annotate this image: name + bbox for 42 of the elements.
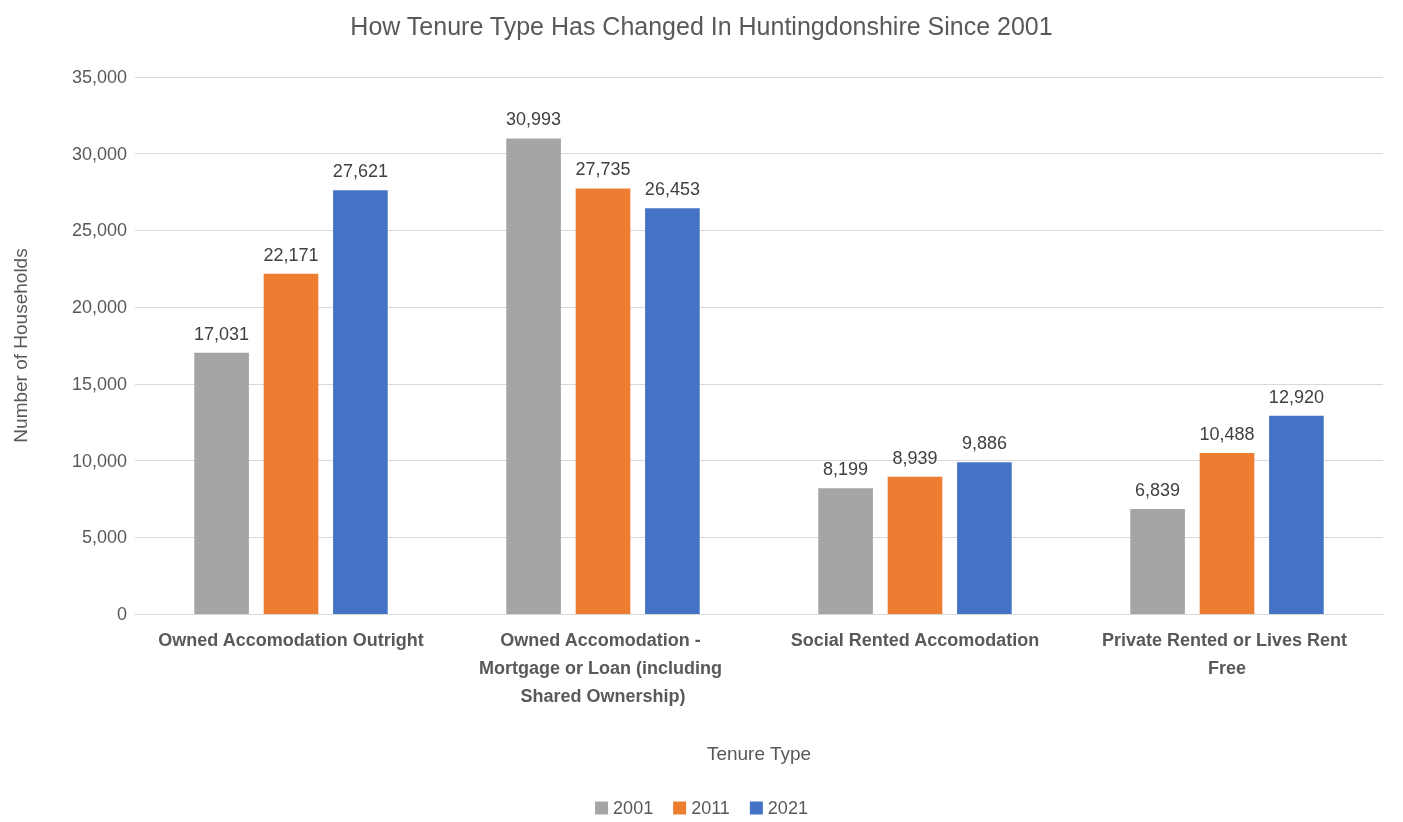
data-label: 26,453 bbox=[644, 179, 700, 200]
bar bbox=[887, 476, 943, 614]
data-label: 27,621 bbox=[332, 161, 388, 182]
bar bbox=[506, 138, 561, 614]
y-tick-label: 10,000 bbox=[71, 450, 127, 471]
chart-title: How Tenure Type Has Changed In Huntingdonshire Since 2001 bbox=[350, 11, 1053, 40]
bar bbox=[1269, 415, 1324, 614]
data-label: 9,886 bbox=[961, 433, 1007, 454]
x-tick-label: Social Rented Accomodation bbox=[790, 630, 1040, 650]
bar bbox=[263, 273, 319, 614]
legend-label: 2021 bbox=[767, 798, 808, 818]
y-tick-label: 5,000 bbox=[81, 527, 127, 548]
y-tick-label: 30,000 bbox=[71, 143, 127, 164]
bar bbox=[1130, 509, 1185, 614]
y-tick-label: 20,000 bbox=[71, 297, 127, 318]
data-label: 10,488 bbox=[1199, 424, 1255, 445]
data-label: 8,939 bbox=[892, 447, 938, 468]
x-tick-label: Owned Accomodation - Mortgage or Loan (including Shared Ownership) bbox=[479, 630, 727, 706]
bar bbox=[575, 188, 631, 614]
x-axis-title: Tenure Type bbox=[706, 743, 812, 764]
data-label: 17,031 bbox=[194, 323, 250, 344]
bar bbox=[957, 462, 1012, 614]
data-label: 6,839 bbox=[1135, 480, 1181, 501]
legend-label: 2001 bbox=[613, 798, 654, 818]
x-tick-label: Private Rented or Lives Rent Free bbox=[1101, 630, 1353, 678]
legend-label: 2011 bbox=[691, 798, 730, 818]
data-label: 30,993 bbox=[506, 109, 562, 130]
data-label: 27,735 bbox=[575, 159, 631, 180]
x-tick-label: Owned Accomodation Outright bbox=[158, 630, 424, 650]
bar bbox=[333, 190, 388, 614]
y-tick-label: 15,000 bbox=[71, 373, 127, 394]
y-tick-label: 25,000 bbox=[71, 220, 127, 241]
bar bbox=[818, 488, 873, 614]
y-tick-label: 35,000 bbox=[71, 67, 127, 87]
data-label: 12,920 bbox=[1268, 386, 1324, 407]
y-axis-title: Number of Households bbox=[10, 248, 31, 443]
data-label: 22,171 bbox=[263, 244, 319, 265]
y-tick-label: 0 bbox=[116, 604, 127, 624]
data-label: 8,199 bbox=[823, 459, 869, 480]
bar bbox=[194, 352, 249, 614]
bar bbox=[1199, 453, 1255, 614]
bar bbox=[645, 208, 700, 614]
